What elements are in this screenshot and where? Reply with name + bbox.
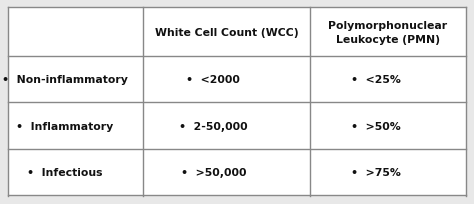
Text: •  >75%: • >75% [351, 167, 401, 177]
Text: •  2-50,000: • 2-50,000 [179, 121, 247, 131]
Text: •  Inflammatory: • Inflammatory [16, 121, 113, 131]
Text: •  <25%: • <25% [351, 75, 401, 85]
Bar [310, 149, 466, 195]
Bar [143, 8, 310, 57]
Bar [310, 8, 466, 57]
Bar [143, 57, 310, 103]
Bar [8, 103, 143, 149]
Text: •  Non-inflammatory: • Non-inflammatory [2, 75, 128, 85]
Bar [8, 149, 143, 195]
Bar [310, 57, 466, 103]
Bar [143, 103, 310, 149]
Bar [8, 57, 143, 103]
Text: •  >50%: • >50% [351, 121, 401, 131]
Text: White Cell Count (WCC): White Cell Count (WCC) [155, 28, 299, 38]
Text: •  Infectious: • Infectious [27, 167, 103, 177]
Text: •  <2000: • <2000 [186, 75, 240, 85]
Bar [143, 149, 310, 195]
Bar [310, 103, 466, 149]
Bar [8, 8, 143, 57]
Text: •  >50,000: • >50,000 [181, 167, 246, 177]
Text: Polymorphonuclear
Leukocyte (PMN): Polymorphonuclear Leukocyte (PMN) [328, 21, 447, 44]
